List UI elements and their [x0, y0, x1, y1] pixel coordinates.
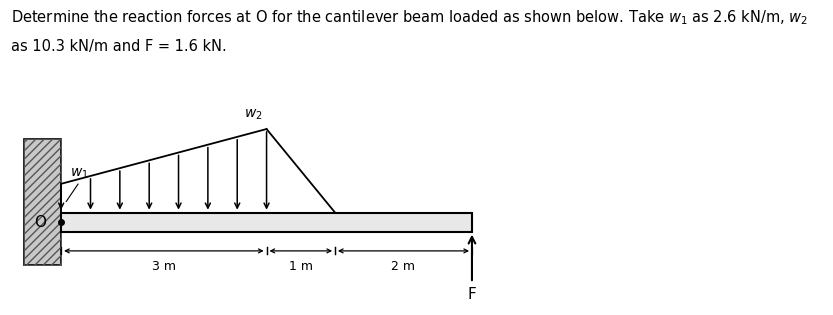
Text: $w_2$: $w_2$ — [243, 108, 262, 122]
Text: 1 m: 1 m — [289, 260, 313, 273]
Text: 2 m: 2 m — [392, 260, 416, 273]
Text: $w_1$: $w_1$ — [70, 167, 89, 181]
Text: 3 m: 3 m — [152, 260, 176, 273]
Bar — [23, 139, 61, 265]
Bar — [23, 139, 61, 265]
Text: as 10.3 kN/m and F = 1.6 kN.: as 10.3 kN/m and F = 1.6 kN. — [11, 39, 227, 54]
Text: Determine the reaction forces at O for the cantilever beam loaded as shown below: Determine the reaction forces at O for t… — [11, 8, 808, 26]
Bar — [61, 213, 472, 232]
Text: O: O — [34, 215, 46, 230]
Text: F: F — [467, 287, 476, 302]
